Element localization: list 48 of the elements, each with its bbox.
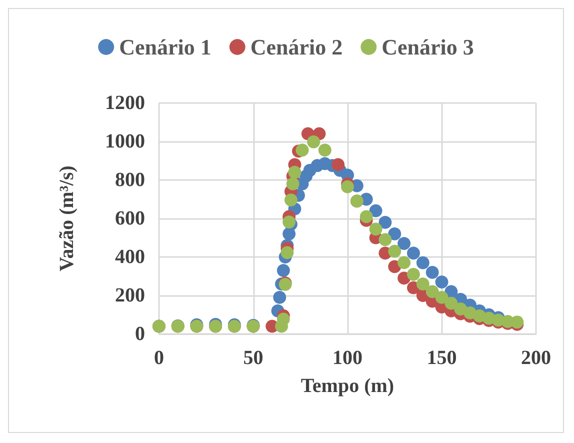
y-tick-label: 400	[115, 246, 145, 268]
point	[398, 237, 411, 250]
point	[426, 285, 439, 298]
point	[284, 194, 298, 207]
point	[426, 266, 439, 279]
y-tick-label: 1000	[105, 130, 145, 152]
point	[341, 180, 354, 194]
point	[435, 276, 448, 289]
point	[276, 312, 290, 326]
point	[444, 296, 458, 310]
point	[360, 210, 373, 224]
point	[416, 277, 430, 290]
point	[369, 222, 382, 236]
x-tick-label: 0	[154, 347, 164, 369]
point	[332, 158, 345, 172]
x-tick-label: 200	[521, 347, 551, 369]
y-tick-label: 800	[115, 169, 145, 191]
point	[296, 144, 309, 157]
point	[282, 215, 296, 228]
y-axis-title: Vazão (m³/s)	[56, 166, 78, 272]
point	[276, 264, 290, 277]
point	[280, 246, 294, 260]
point	[388, 227, 402, 240]
point	[388, 244, 402, 258]
point	[406, 268, 420, 281]
x-tick-label: 50	[243, 347, 264, 369]
point	[369, 204, 382, 218]
y-tick-label: 600	[115, 208, 145, 230]
point	[378, 216, 392, 229]
x-axis-title: Tempo (m)	[300, 375, 394, 397]
point	[435, 290, 448, 304]
point	[288, 166, 302, 179]
point	[378, 233, 392, 246]
point	[318, 144, 332, 157]
y-tick-label: 200	[115, 284, 145, 306]
legend-label: Cenário 3	[382, 34, 474, 60]
point	[307, 135, 320, 148]
legend-label: Cenário 1	[119, 34, 212, 60]
y-tick-label: 1200	[105, 92, 145, 114]
point	[273, 290, 286, 304]
point	[286, 177, 300, 190]
x-tick-label: 100	[332, 347, 362, 369]
point	[406, 246, 420, 260]
point	[398, 256, 411, 270]
point	[416, 256, 430, 270]
x-tick-label: 150	[426, 347, 457, 369]
legend-label: Cenário 2	[250, 34, 343, 60]
y-tick-label: 0	[135, 323, 145, 345]
